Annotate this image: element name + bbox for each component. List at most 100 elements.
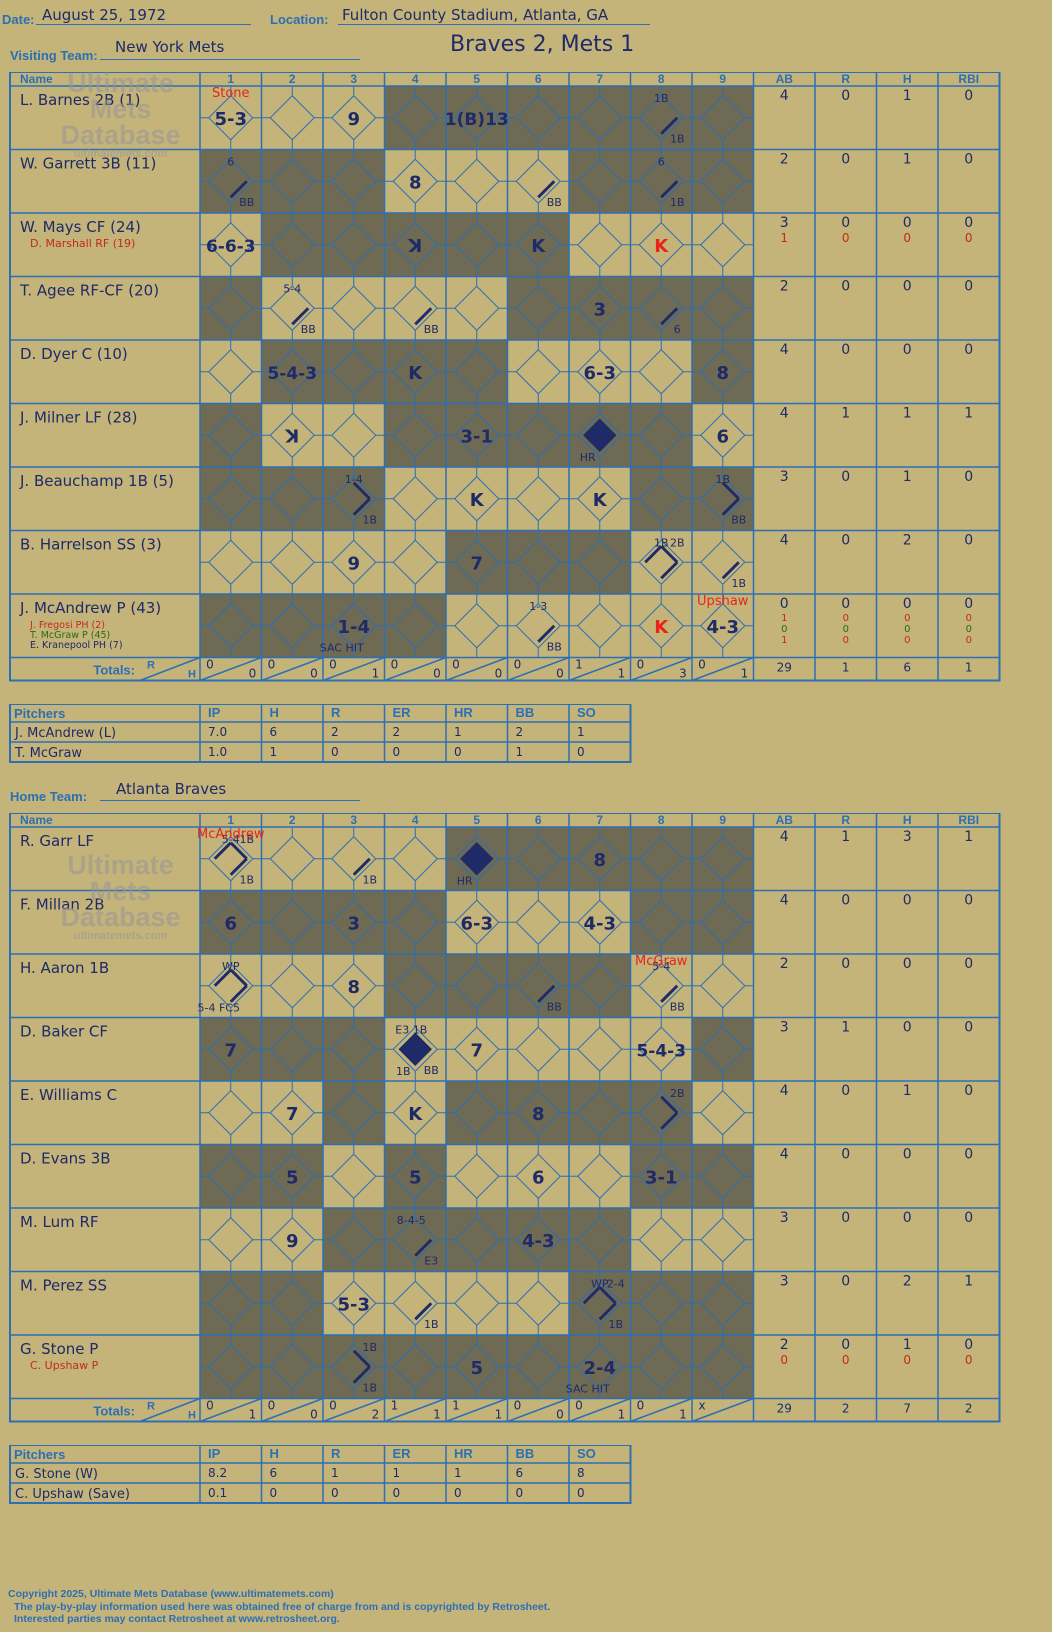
shaded-cell bbox=[692, 1335, 754, 1399]
shaded-cell bbox=[569, 149, 631, 213]
pitcher-name: G. Stone (W) bbox=[15, 1467, 98, 1482]
basepath-mark bbox=[229, 180, 248, 199]
pitcher-stat: 7.0 bbox=[208, 725, 227, 739]
stat-value: 1 bbox=[964, 1274, 973, 1290]
shaded-cell bbox=[569, 954, 631, 1018]
diamond-outline bbox=[700, 222, 746, 268]
play-result: 5 bbox=[409, 1167, 422, 1188]
play-result: 3-1 bbox=[460, 426, 493, 447]
stat-header: RBI bbox=[958, 72, 979, 86]
shaded-cell bbox=[200, 1271, 262, 1335]
stat-value: 1 bbox=[903, 469, 912, 485]
shaded-cell bbox=[507, 276, 569, 340]
play-note: WP bbox=[222, 960, 240, 973]
play-note: HR bbox=[580, 451, 596, 464]
diamond-outline bbox=[392, 539, 438, 585]
play-note: 1B bbox=[362, 1341, 377, 1354]
player-name: J. Beauchamp 1B (5) bbox=[19, 472, 174, 490]
play-result: K bbox=[654, 236, 669, 257]
inning-hits: 0 bbox=[495, 667, 503, 681]
play-result: 3 bbox=[593, 299, 606, 320]
pitcher-stat: 2 bbox=[331, 725, 339, 739]
inning-header: 9 bbox=[719, 813, 726, 827]
basepath-mark bbox=[229, 857, 248, 876]
play-result: 7 bbox=[470, 1040, 483, 1061]
stat-value: 3 bbox=[780, 1210, 789, 1226]
pitchers-col-header: IP bbox=[208, 705, 221, 720]
totals-label: Totals: bbox=[93, 663, 135, 678]
totals-divider bbox=[445, 1397, 508, 1423]
stat-value: 4 bbox=[780, 342, 789, 358]
stat-value: 2 bbox=[903, 1274, 912, 1290]
pitcher-stat: 0 bbox=[454, 1486, 462, 1500]
diamond-outline bbox=[208, 1217, 254, 1263]
game-title: Braves 2, Mets 1 bbox=[450, 32, 635, 57]
pitcher-stat: 0.1 bbox=[208, 1486, 227, 1500]
footer-retrosheet: The play-by-play information used here w… bbox=[14, 1601, 551, 1613]
stat-value: 1 bbox=[964, 829, 973, 845]
shaded-cell bbox=[692, 340, 754, 404]
inning-hits: 1 bbox=[372, 667, 380, 681]
stat-value: 2 bbox=[780, 152, 789, 168]
inning-header: 2 bbox=[289, 813, 296, 827]
play-result: 9 bbox=[286, 1231, 299, 1252]
stat-value: 0 bbox=[964, 1337, 973, 1353]
basepath-mark bbox=[721, 561, 740, 580]
play-note: BB bbox=[547, 196, 562, 209]
shaded-cell bbox=[200, 149, 262, 213]
pitchers-col-header: ER bbox=[393, 1446, 412, 1461]
play-note: 1-4 bbox=[345, 473, 363, 486]
play-note: 2B bbox=[670, 537, 685, 550]
stat-value: 4 bbox=[780, 829, 789, 845]
inning-hits: 0 bbox=[556, 1408, 564, 1422]
stat-value: 0 bbox=[843, 613, 849, 624]
total-stat: 2 bbox=[842, 1402, 850, 1416]
stat-value: 0 bbox=[841, 1147, 850, 1163]
shaded-cell bbox=[692, 890, 754, 954]
shaded-cell bbox=[630, 276, 692, 340]
play-note: 1B bbox=[715, 473, 730, 486]
totals-r-label: R bbox=[147, 660, 155, 672]
pitcher-stat: 2 bbox=[516, 725, 524, 739]
stat-header: R bbox=[841, 813, 850, 827]
stat-value: 1 bbox=[780, 231, 788, 245]
shaded-cell bbox=[446, 86, 508, 150]
inning-runs: 0 bbox=[268, 658, 276, 672]
shaded-cell bbox=[630, 827, 692, 891]
stat-value: 0 bbox=[964, 279, 973, 295]
stat-value: 1 bbox=[841, 406, 850, 422]
shaded-cell bbox=[200, 1144, 262, 1208]
totals-divider bbox=[261, 1397, 324, 1423]
basepath-mark bbox=[213, 841, 232, 860]
play-result: K bbox=[654, 617, 669, 638]
shaded-cell bbox=[692, 467, 754, 531]
stat-value: 1 bbox=[781, 635, 787, 646]
stat-value: 0 bbox=[842, 1353, 850, 1367]
play-note: 1B bbox=[362, 514, 377, 527]
stat-value: 0 bbox=[964, 956, 973, 972]
stat-value: 0 bbox=[965, 231, 973, 245]
inning-header: 1 bbox=[227, 813, 234, 827]
pitchers-col-header: H bbox=[270, 1446, 279, 1461]
stat-header: H bbox=[903, 72, 912, 86]
shaded-cell bbox=[630, 467, 692, 531]
play-note: E3 bbox=[424, 1255, 438, 1268]
basepath-mark bbox=[598, 1286, 617, 1305]
stat-value: 2 bbox=[780, 956, 789, 972]
location-label: Location: bbox=[270, 12, 329, 27]
stat-value: 0 bbox=[781, 624, 787, 635]
stat-value: 1 bbox=[903, 88, 912, 104]
pitchers-border bbox=[9, 1445, 632, 1504]
stat-value: 3 bbox=[780, 469, 789, 485]
player-name: R. Garr LF bbox=[20, 832, 94, 850]
shaded-cell bbox=[446, 213, 508, 277]
stat-header: R bbox=[841, 72, 850, 86]
shaded-cell bbox=[261, 1144, 323, 1208]
shaded-cell bbox=[446, 954, 508, 1018]
pitcher-stat: 1 bbox=[393, 1466, 401, 1480]
stat-value: 0 bbox=[841, 956, 850, 972]
play-result: K bbox=[470, 490, 485, 511]
stat-value: 0 bbox=[966, 635, 972, 646]
inning-header: 7 bbox=[596, 813, 603, 827]
diamond-outline bbox=[208, 539, 254, 585]
